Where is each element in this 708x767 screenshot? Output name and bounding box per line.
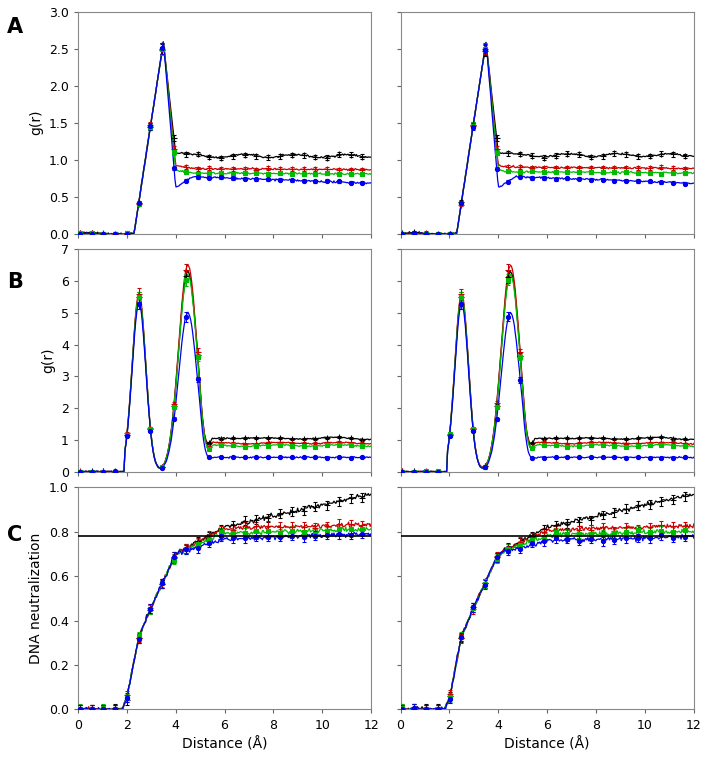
Text: B: B: [7, 272, 23, 292]
X-axis label: Distance (Å): Distance (Å): [504, 737, 590, 752]
Text: C: C: [7, 525, 23, 545]
X-axis label: Distance (Å): Distance (Å): [182, 737, 268, 752]
Y-axis label: g(r): g(r): [29, 110, 43, 136]
Text: A: A: [7, 17, 23, 37]
Y-axis label: g(r): g(r): [41, 347, 55, 374]
Y-axis label: DNA neutralization: DNA neutralization: [29, 533, 43, 664]
